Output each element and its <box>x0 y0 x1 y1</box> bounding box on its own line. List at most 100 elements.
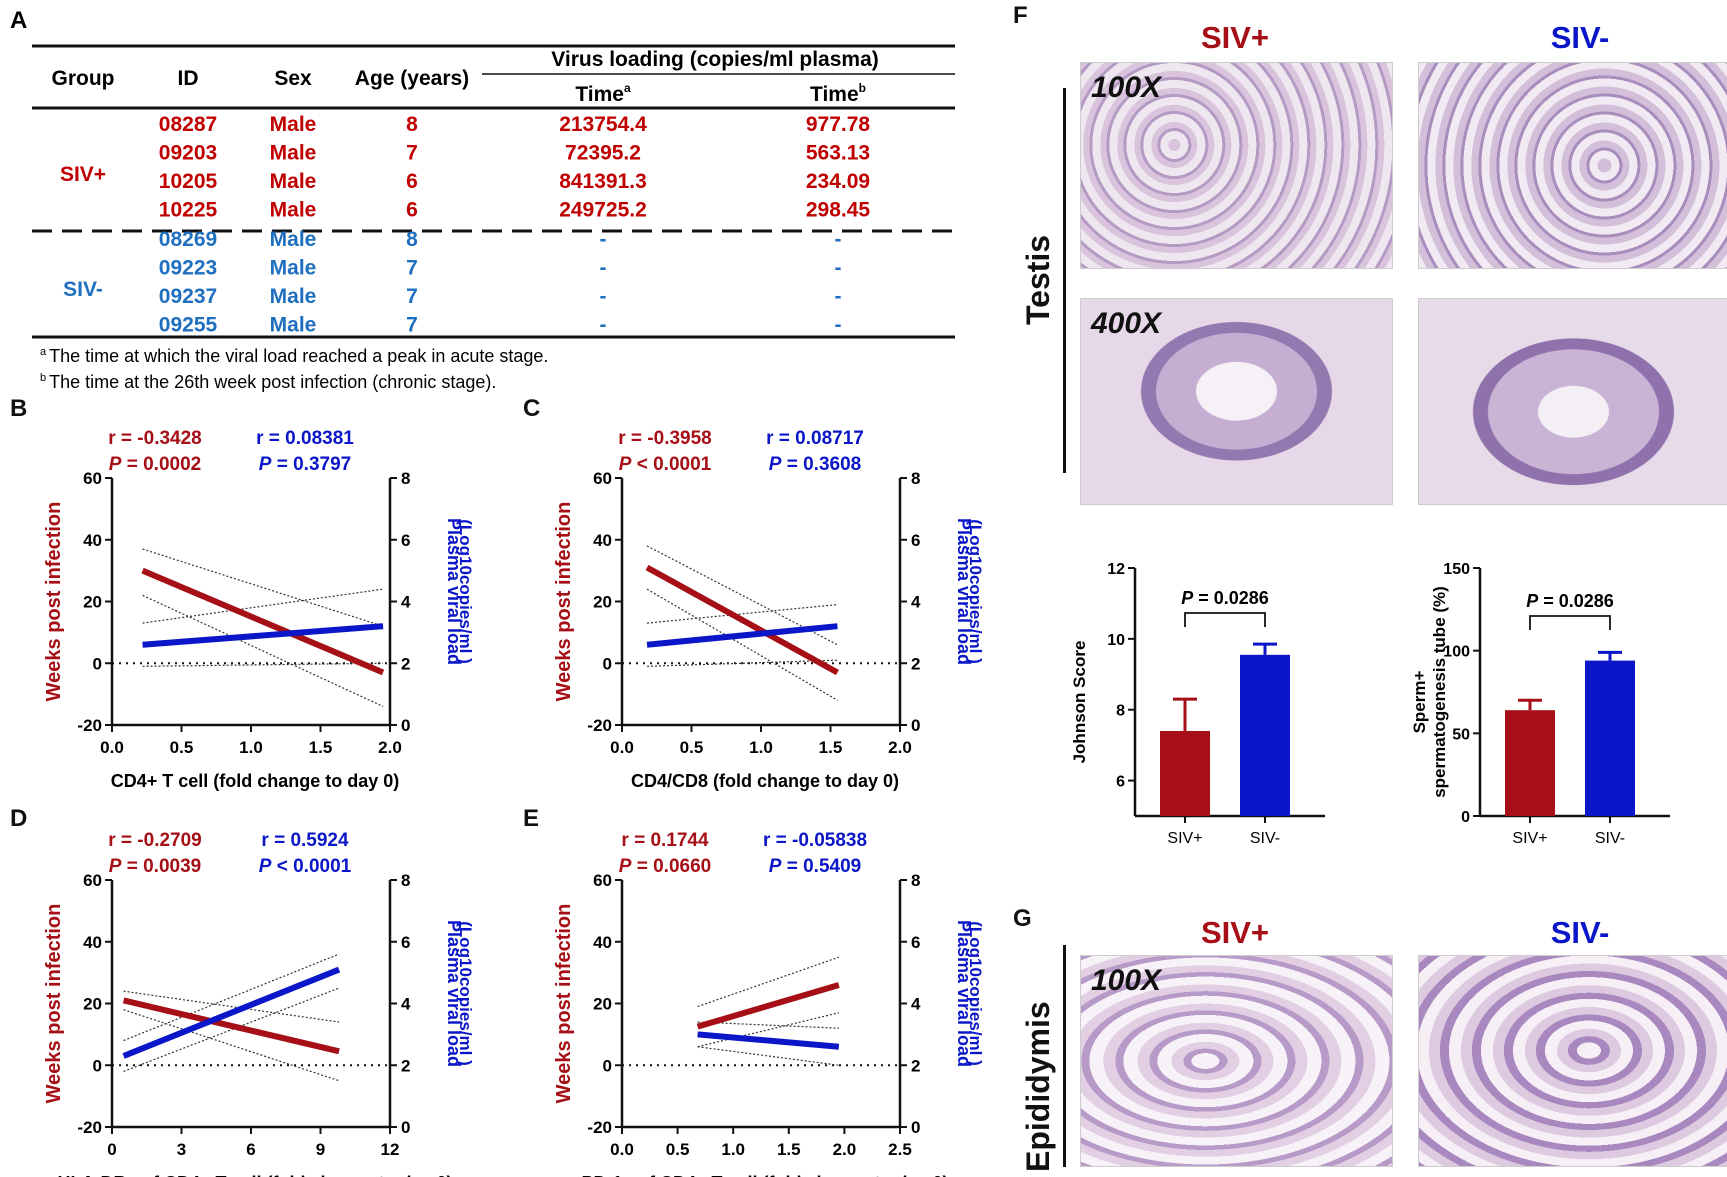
cell-time-a: - <box>600 285 607 308</box>
cell-time-b: - <box>835 257 842 280</box>
stat-p-blue-label: P <box>259 454 272 475</box>
y-axis-label-right: Plasma viral load <box>444 920 464 1067</box>
chart-f-sperm-tube: 0 50 100 150 SIV+ SIV- P = 0.0286 Sperm+ spermat… <box>1410 561 1670 847</box>
y-axis-label-right: Plasma viral load <box>444 518 464 665</box>
stat-p-red-value: = 0.0002 <box>121 454 201 475</box>
footnote: a The time at which the viral load reache… <box>40 346 548 366</box>
y-axis-label-right-units: (Log10copies/ml ) <box>456 519 475 664</box>
bar-siv-pos <box>1160 730 1210 816</box>
ci-lower-blue <box>123 987 340 1072</box>
stat-p-blue-label: P <box>259 856 272 877</box>
siv-neg-title-g: SIV- <box>1550 915 1610 950</box>
stat-r-red: r = -0.3428 <box>108 428 202 449</box>
cell-sex: Male <box>270 228 317 251</box>
y-axis-label-line2: spermatogenesis tube (%) <box>1430 586 1449 798</box>
y-tick-label-left: 40 <box>83 531 102 550</box>
y-axis-label-right: Plasma viral load <box>954 920 974 1067</box>
x-tick-label: 2.5 <box>888 1140 912 1159</box>
cell-id: 10225 <box>159 199 218 222</box>
stat-p-red-label: P <box>109 856 122 877</box>
testis-bracket <box>1063 88 1066 473</box>
magnification-label: 400X <box>1091 307 1162 340</box>
x-tick-label: 1.5 <box>309 738 333 757</box>
regression-line-blue <box>142 623 384 648</box>
p-value-label: P = 0.0286 <box>1181 588 1269 608</box>
x-tick-label: 9 <box>316 1140 325 1159</box>
x-tick-label: 0.5 <box>680 738 704 757</box>
y-axis-label-left: Weeks post infection <box>553 502 575 702</box>
cell-time-b: 298.45 <box>806 199 871 222</box>
cell-sex: Male <box>270 199 317 222</box>
stat-p-blue-label: P <box>769 454 782 475</box>
y-axis-label-left: Weeks post infection <box>553 904 575 1104</box>
header-age: Age (years) <box>355 67 469 90</box>
epididymis-siv-pos-100x-micrograph: 100X <box>1080 955 1393 1167</box>
panel-label-c: C <box>523 395 541 422</box>
stat-p-red: P = 0.0660 <box>619 856 711 877</box>
y-tick-label-left: 0 <box>603 1056 612 1075</box>
header-group: Group <box>52 67 115 90</box>
ci-lower-blue <box>697 1046 839 1066</box>
siv-pos-title-f: SIV+ <box>1200 20 1270 55</box>
y-tick-label-left: 40 <box>83 933 102 952</box>
footnote: b The time at the 26th week post infectio… <box>40 372 496 392</box>
stat-p-blue: P = 0.3797 <box>259 454 351 475</box>
ci-upper-blue <box>123 953 340 1042</box>
header-sex: Sex <box>274 67 312 90</box>
stat-p-red-value: = 0.0039 <box>121 856 201 877</box>
x-tick-label: SIV- <box>1595 830 1625 847</box>
x-tick-label: 0 <box>107 1140 116 1159</box>
y-tick-label-right: 4 <box>911 593 921 612</box>
y-tick-label-right: 0 <box>911 716 920 735</box>
header-time-a-sup: a <box>624 81 631 95</box>
y-tick-label: 150 <box>1443 561 1470 578</box>
y-tick-label-right: 6 <box>401 933 410 952</box>
cell-id: 09203 <box>159 142 217 165</box>
x-tick-label: 1.0 <box>721 1140 745 1159</box>
y-tick-label-right: 0 <box>401 716 410 735</box>
cell-time-a: 213754.4 <box>559 113 647 136</box>
panel-label-a: A <box>10 7 27 34</box>
panel-label-b: B <box>10 395 28 422</box>
stat-p-blue-value: = 0.3797 <box>271 454 351 475</box>
y-tick-label-left: 0 <box>93 1056 102 1075</box>
stat-p-blue-label: P <box>769 856 782 877</box>
y-tick-label-right: 6 <box>911 933 920 952</box>
cell-time-b: 234.09 <box>806 170 870 193</box>
x-tick-label: 3 <box>177 1140 186 1159</box>
x-tick-label: 1.0 <box>749 738 773 757</box>
y-axis-label-right-units: (Log10copies/ml ) <box>456 921 475 1066</box>
cell-time-b: - <box>835 228 842 251</box>
cell-sex: Male <box>270 285 317 308</box>
stat-p-red: P < 0.0001 <box>619 454 712 475</box>
y-tick-label-left: 0 <box>93 654 102 673</box>
y-axis-label-right-units: (Log10copies/ml ) <box>966 921 985 1066</box>
y-tick-label-left: 40 <box>593 933 612 952</box>
stat-p-blue-value: = 0.3608 <box>781 454 861 475</box>
testis-label: Testis <box>1020 234 1056 325</box>
panel-label-d: D <box>10 805 28 832</box>
y-tick-label-right: 2 <box>401 654 410 673</box>
cell-age: 6 <box>406 170 418 193</box>
p-value-label: P = 0.0286 <box>1526 591 1614 611</box>
y-tick-label-left: 0 <box>603 654 612 673</box>
cell-sex: Male <box>270 314 317 337</box>
stat-p-red: P = 0.0002 <box>109 454 201 475</box>
cell-time-b: - <box>835 314 842 337</box>
x-tick-label: 0.5 <box>666 1140 690 1159</box>
testis-siv-pos-100x-micrograph: 100X <box>1080 62 1393 269</box>
header-id: ID <box>178 67 199 90</box>
stat-p-red-value: < 0.0001 <box>631 454 711 475</box>
header-virus-loading: Virus loading (copies/ml plasma) <box>551 48 879 71</box>
stat-r-red: r = -0.2709 <box>108 830 202 851</box>
stat-p-red-label: P <box>109 454 122 475</box>
stat-p-red-value: = 0.0660 <box>631 856 711 877</box>
stat-p-blue: P = 0.3608 <box>769 454 861 475</box>
stat-r-blue: r = 0.08381 <box>256 428 354 449</box>
regression-line-red <box>645 564 839 676</box>
stat-p-red: P = 0.0039 <box>109 856 201 877</box>
x-tick-label: 1.0 <box>239 738 263 757</box>
y-tick-label-right: 6 <box>911 531 920 550</box>
p-value: = 0.0286 <box>1193 588 1269 608</box>
ci-lower-red <box>123 1009 340 1082</box>
